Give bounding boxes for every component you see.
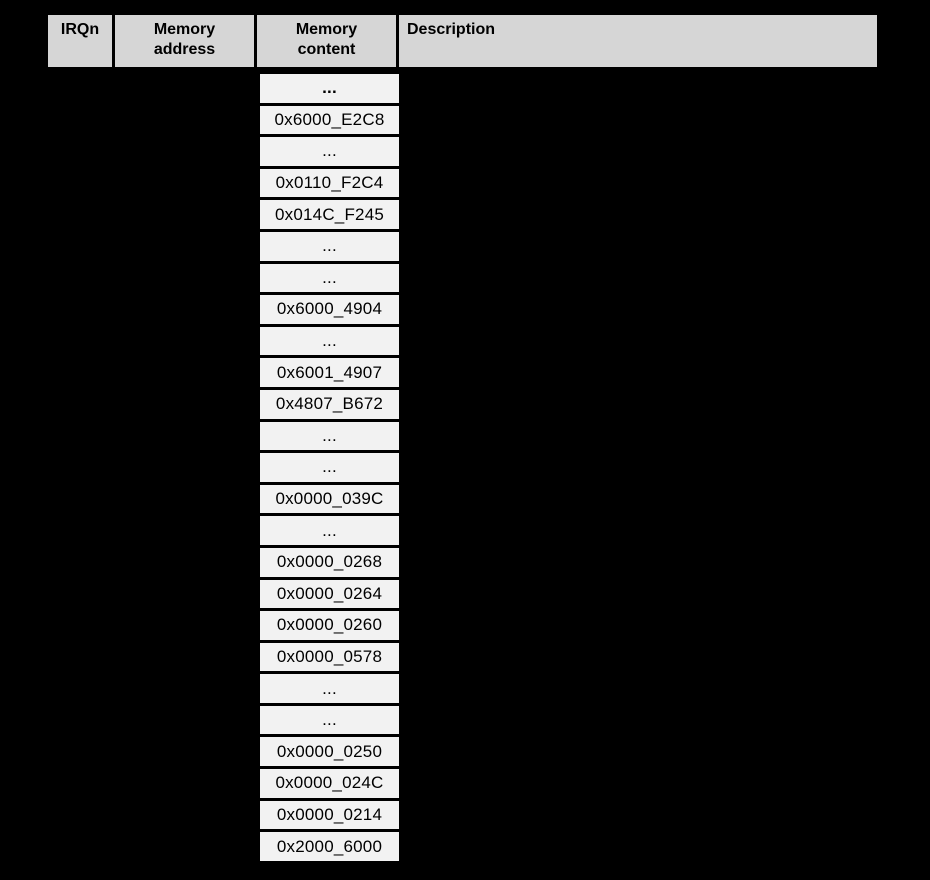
column-header-irqn: IRQn: [48, 15, 112, 67]
column-header-memory-address: Memory address: [115, 15, 254, 67]
memory-content-cell: 0x0000_0268: [260, 547, 399, 577]
memory-content-cell: ...: [260, 421, 399, 451]
memory-content-cell: 0x0000_0578: [260, 642, 399, 672]
memory-content-cell: 0x6001_4907: [260, 358, 399, 387]
memory-content-cell: 0x2000_6000: [260, 832, 399, 861]
memory-content-cell: ...: [260, 263, 399, 293]
memory-content-cell: 0x0000_0264: [260, 579, 399, 609]
memory-content-cell: 0x0000_024C: [260, 769, 399, 798]
memory-content-cell: ...: [260, 516, 399, 545]
column-header-memory-content-line2: content: [297, 41, 356, 58]
memory-content-cell: 0x014C_F245: [260, 200, 399, 229]
memory-content-cell: 0x4807_B672: [260, 389, 399, 419]
memory-content-cell: ...: [260, 74, 399, 103]
column-header-memory-address-line1: Memory: [153, 21, 216, 38]
memory-content-cell: 0x6000_E2C8: [260, 105, 399, 135]
memory-content-cell: 0x6000_4904: [260, 295, 399, 324]
memory-content-column: ... 0x6000_E2C8... 0x0110_F2C4 0x014C_F245.…: [257, 71, 402, 864]
memory-content-cell: ...: [260, 453, 399, 482]
column-header-memory-address-line2: address: [153, 41, 216, 58]
column-header-description: Description: [399, 15, 877, 67]
column-header-memory-content: Memory content: [257, 15, 396, 67]
memory-content-cell: 0x0000_0260: [260, 611, 399, 640]
memory-content-cell: ...: [260, 137, 399, 166]
column-header-description-label: Description: [407, 21, 496, 38]
column-header-irqn-label: IRQn: [60, 21, 100, 38]
memory-content-cell: ...: [260, 326, 399, 356]
table-header-row: IRQn Memory address Memory content Descr…: [45, 12, 880, 70]
memory-content-cell: 0x0000_0250: [260, 737, 399, 767]
memory-content-cell: 0x0000_039C: [260, 484, 399, 514]
column-header-memory-content-line1: Memory: [295, 21, 358, 38]
memory-content-cell: 0x0110_F2C4: [260, 168, 399, 198]
memory-content-cell: 0x0000_0214: [260, 800, 399, 830]
memory-content-cell: ...: [260, 231, 399, 261]
memory-content-cell: ...: [260, 705, 399, 735]
memory-content-cell: ...: [260, 674, 399, 703]
